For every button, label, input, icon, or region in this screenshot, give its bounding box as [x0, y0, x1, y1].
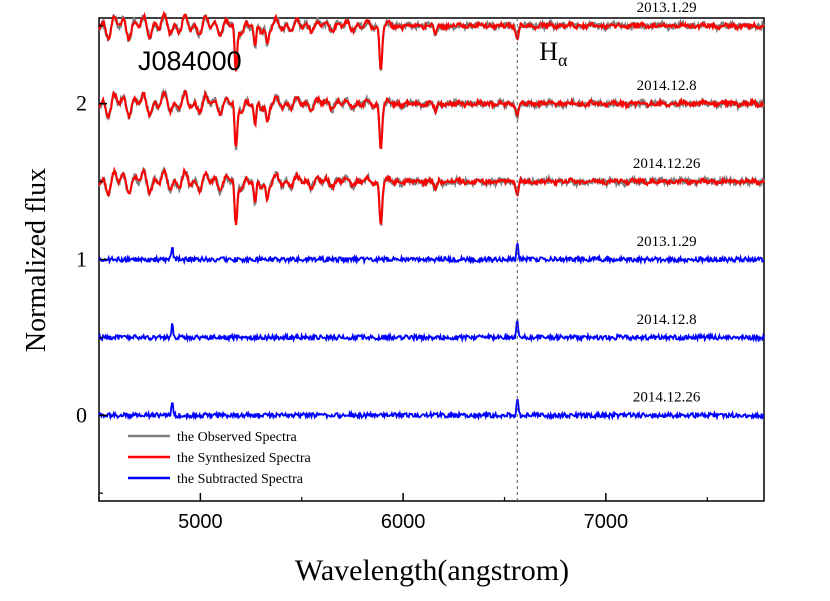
spectrum-date-labels: 2013.1.29 2014.12.8 2014.12.26 2013.1.29 201… — [633, 0, 701, 406]
spectrum-date-label: 2013.1.29 — [637, 234, 697, 250]
x-tick-label: 7000 — [584, 511, 629, 533]
legend-label: the Synthesized Spectra — [177, 451, 312, 466]
subtracted-spectrum-line — [98, 318, 765, 344]
observed-spectrum-line — [98, 88, 765, 151]
subtracted-spectrum-line — [98, 398, 765, 421]
x-axis-ticks: 5000 6000 7000 — [98, 493, 708, 533]
spectrum-date-label: 2014.12.26 — [633, 156, 701, 172]
legend: the Observed Spectra the Synthesized Spec… — [128, 430, 312, 487]
chart-title: J084000 — [138, 46, 242, 76]
y-axis-title: Normalized flux — [21, 168, 52, 352]
synthesized-spectrum-line — [98, 89, 765, 150]
series-layer — [97, 10, 766, 421]
h-alpha-label-main: H — [539, 37, 558, 66]
spectrum-date-label: 2014.12.8 — [637, 312, 697, 328]
h-alpha-label: Hα — [539, 37, 568, 70]
observed-spectrum-line — [97, 165, 766, 226]
y-tick-label: 0 — [76, 402, 87, 427]
x-axis-title: Wavelength(angstrom) — [295, 554, 569, 587]
spectrum-date-label: 2013.1.29 — [637, 0, 697, 16]
legend-label: the Observed Spectra — [177, 430, 298, 445]
y-axis-ticks: 0 1 2 — [76, 25, 107, 494]
x-tick-label: 6000 — [381, 511, 426, 533]
y-tick-label: 2 — [76, 91, 87, 116]
legend-label: the Subtracted Spectra — [177, 472, 304, 487]
synthesized-spectrum-line — [98, 166, 765, 226]
h-alpha-label-subscript: α — [558, 50, 568, 70]
subtracted-spectrum-line — [98, 242, 765, 266]
spectrum-date-label: 2014.12.8 — [637, 78, 697, 94]
y-tick-label: 1 — [76, 247, 87, 272]
x-tick-label: 5000 — [178, 511, 223, 533]
spectrum-date-label: 2014.12.26 — [633, 390, 701, 406]
synthesized-spectrum-line — [98, 10, 765, 72]
